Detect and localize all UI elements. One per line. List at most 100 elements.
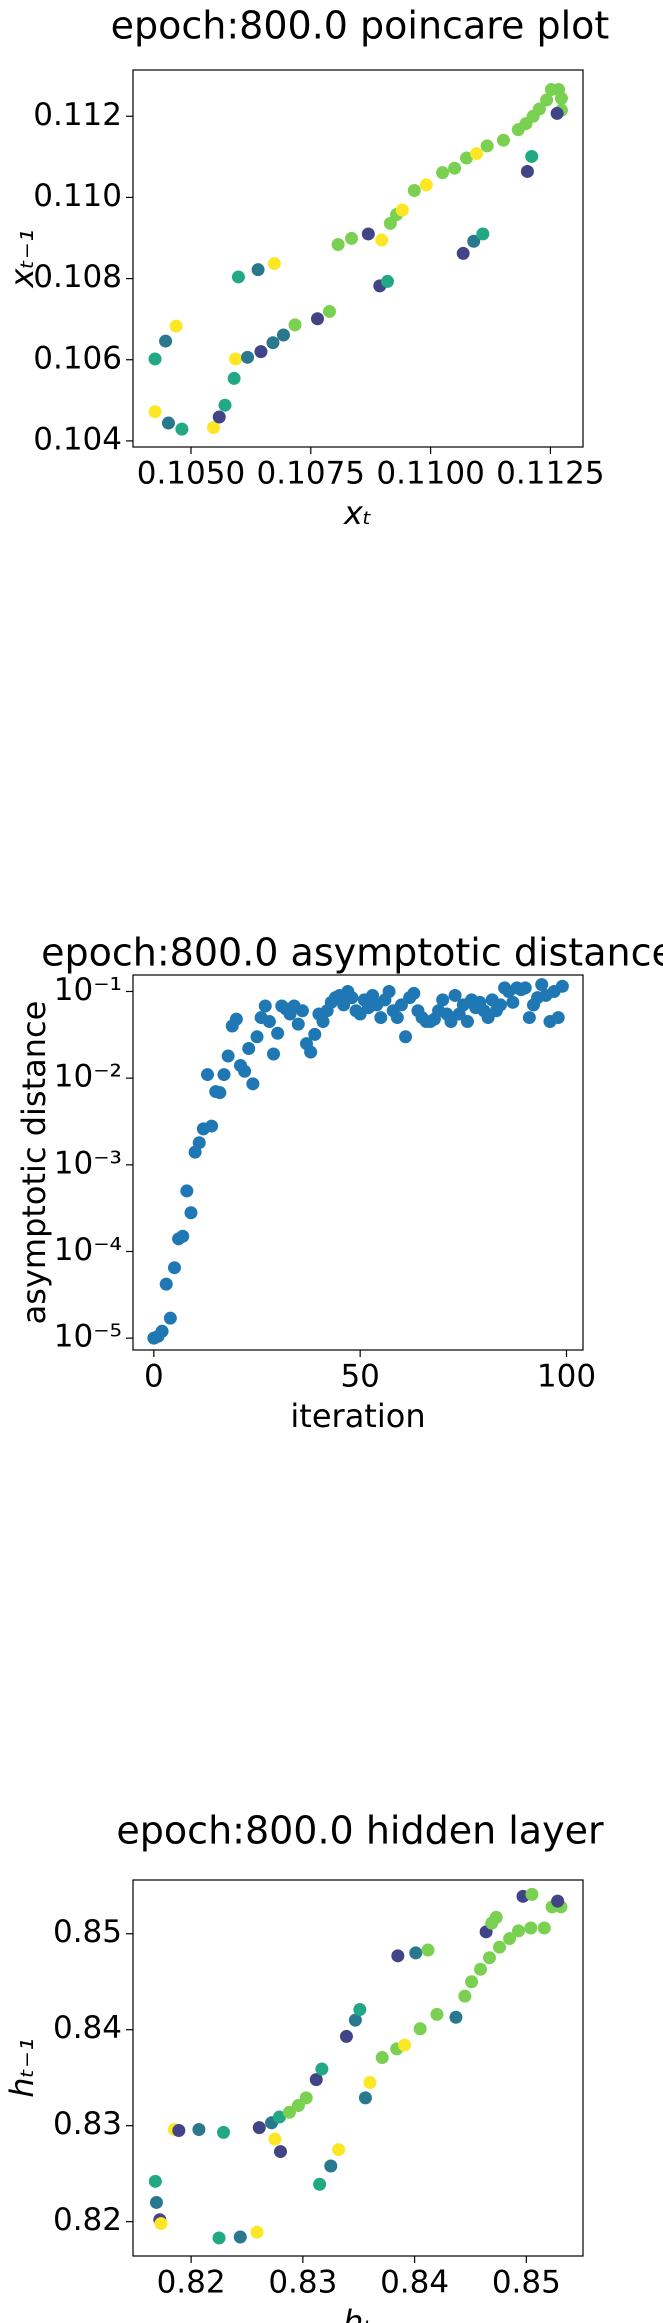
point <box>474 1962 488 1976</box>
point <box>258 999 272 1013</box>
point <box>148 2174 162 2188</box>
chart-title: epoch:800.0 asymptotic distance <box>41 931 663 975</box>
point <box>358 2091 372 2105</box>
y-tick-label: 10⁻⁴ <box>54 1232 122 1268</box>
point <box>460 1015 474 1029</box>
point <box>551 1011 565 1025</box>
point <box>518 981 532 995</box>
point <box>467 234 481 248</box>
point <box>391 1949 405 1963</box>
point <box>458 1989 472 2003</box>
point <box>550 106 564 120</box>
point <box>554 91 568 105</box>
point <box>295 1004 309 1018</box>
point <box>315 2062 329 2076</box>
point <box>395 203 409 217</box>
x-tick-label: 0 <box>144 1359 164 1395</box>
point <box>205 1119 219 1133</box>
y-tick-label: 0.82 <box>53 2202 122 2238</box>
point <box>169 319 183 333</box>
point <box>251 263 265 277</box>
point <box>449 2010 463 2024</box>
point <box>309 2073 323 2087</box>
point <box>227 371 241 385</box>
point <box>242 1041 256 1055</box>
point <box>398 2038 412 2052</box>
point <box>476 227 490 241</box>
point <box>460 151 474 165</box>
y-axis-label: asymptotic distance <box>15 1001 53 1325</box>
point <box>221 1049 235 1063</box>
point <box>537 1921 551 1935</box>
y-tick-label: 0.112 <box>33 97 122 133</box>
point <box>200 1068 214 1082</box>
point <box>176 1229 190 1243</box>
point <box>489 1910 503 1924</box>
y-tick-label: 0.85 <box>53 1914 122 1950</box>
axes-frame <box>132 69 584 448</box>
point <box>353 2003 367 2017</box>
point <box>407 986 421 1000</box>
point <box>291 1017 305 1031</box>
point <box>390 1011 404 1025</box>
point <box>288 318 302 332</box>
point <box>250 1030 264 1044</box>
point <box>503 1932 517 1946</box>
point <box>282 2105 296 2119</box>
point <box>399 1030 413 1044</box>
x-tick-label: 0.83 <box>268 2265 337 2301</box>
point <box>525 149 539 163</box>
point <box>266 336 280 350</box>
x-tick-label: 0.1050 <box>137 456 245 492</box>
point <box>148 405 162 419</box>
point <box>448 988 462 1002</box>
point <box>413 2022 427 2036</box>
point <box>316 1015 330 1029</box>
point <box>229 1012 243 1026</box>
point <box>470 147 484 161</box>
point <box>252 2121 266 2135</box>
point <box>217 2125 231 2139</box>
point <box>175 422 189 436</box>
point <box>506 995 520 1009</box>
point <box>276 328 290 342</box>
y-tick-label: 10⁻³ <box>54 1145 122 1181</box>
point <box>155 1324 169 1338</box>
y-tick-label: 0.104 <box>33 421 122 457</box>
point <box>192 1136 206 1150</box>
point <box>331 237 345 251</box>
point <box>375 2051 389 2065</box>
point <box>207 421 221 435</box>
point <box>149 2195 163 2209</box>
point <box>180 1184 194 1198</box>
point <box>299 2091 313 2105</box>
point <box>148 352 162 366</box>
point <box>213 1086 227 1100</box>
point <box>229 352 243 366</box>
point <box>217 1068 231 1082</box>
y-tick-label: 0.84 <box>53 2010 122 2046</box>
point <box>480 139 494 153</box>
y-axis-label: hₜ₋₁ <box>3 2038 41 2097</box>
point <box>267 257 281 271</box>
point <box>375 233 389 247</box>
x-axis-label: iteration <box>290 1397 425 1435</box>
point <box>212 410 226 424</box>
point <box>348 2013 362 2027</box>
point <box>233 2230 247 2244</box>
chart-title: epoch:800.0 hidden layer <box>116 1809 604 1853</box>
point <box>184 1206 198 1220</box>
point <box>332 2143 346 2157</box>
point <box>436 993 450 1007</box>
point <box>311 312 325 326</box>
point <box>172 2123 186 2137</box>
point <box>532 102 546 116</box>
y-tick-label: 0.106 <box>33 340 122 376</box>
axes-frame <box>132 974 584 1351</box>
point <box>493 998 507 1012</box>
point <box>238 1064 252 1078</box>
point <box>493 1940 507 1954</box>
x-tick-label: 0.1100 <box>376 456 484 492</box>
point <box>241 350 255 364</box>
y-tick-label: 10⁻⁵ <box>54 1319 122 1355</box>
